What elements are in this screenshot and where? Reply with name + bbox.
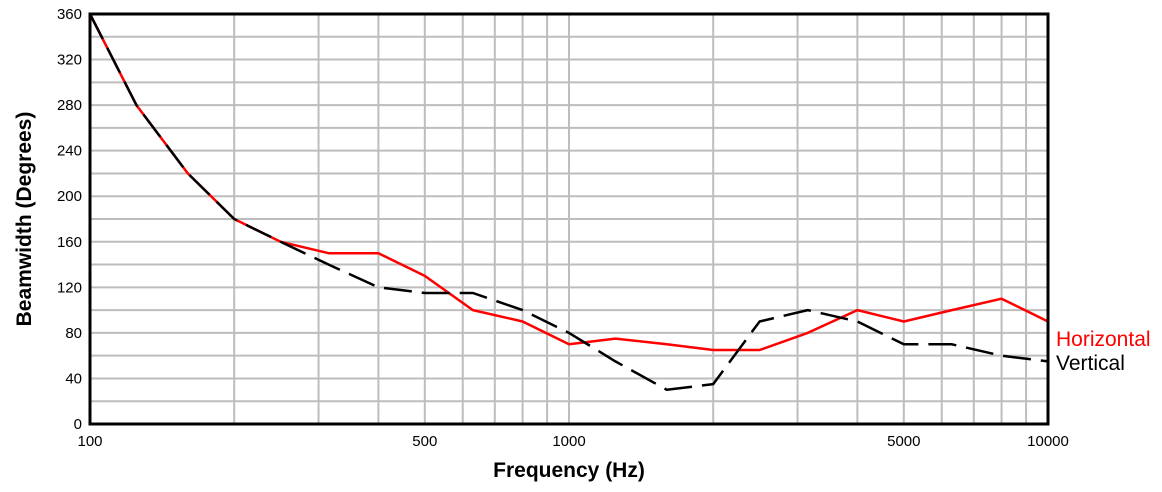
y-tick-label: 160 [57,234,82,251]
tick-labels: 0 40 80 120 160 200 240 280 320 360 100 500 1000 5000… [57,6,1069,450]
plot-frame [88,12,1050,426]
x-tick-label: 5000 [887,433,920,450]
y-tick-label: 0 [74,416,82,433]
x-tick-label: 1000 [552,433,585,450]
y-tick-label: 280 [57,97,82,114]
series-line-vertical [88,13,1049,392]
x-tick-label: 500 [412,433,437,450]
y-tick-label: 200 [57,188,82,205]
y-tick-label: 120 [57,279,82,296]
legend-label-vertical: Vertical [1056,352,1125,375]
y-tick-label: 80 [65,325,82,342]
y-tick-label: 360 [57,6,82,23]
y-axis-title: Beamwidth (Degrees) [13,112,36,327]
y-tick-label: 40 [65,370,82,387]
x-tick-label: 100 [77,433,102,450]
series-lines [88,13,1049,392]
x-axis-title: Frequency (Hz) [493,459,645,482]
y-tick-label: 240 [57,143,82,160]
x-tick-label: 10000 [1027,433,1069,450]
y-tick-label: 320 [57,52,82,69]
legend-label-horizontal: Horizontal [1056,328,1151,351]
